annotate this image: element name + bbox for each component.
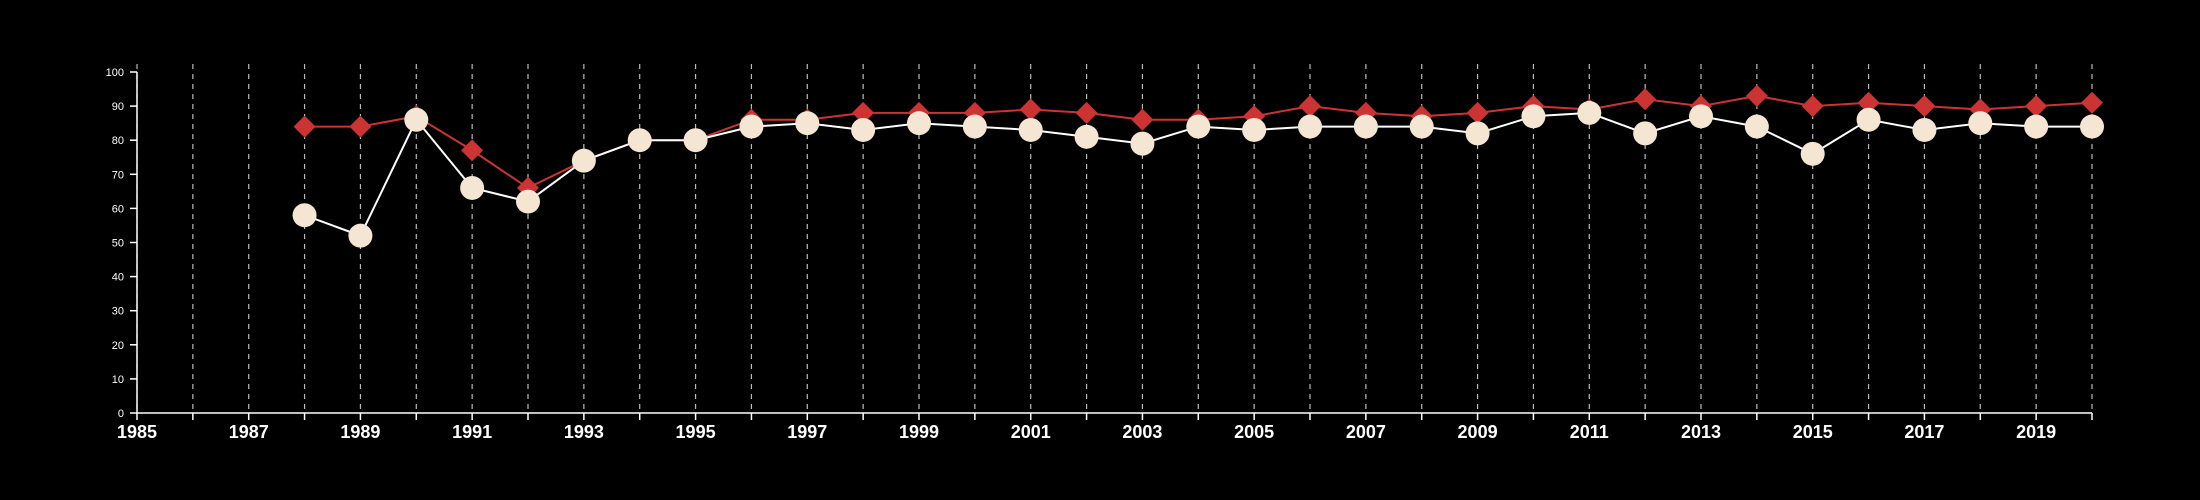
series-0-point-2020 bbox=[2081, 91, 2103, 114]
series-0-point-2016 bbox=[1857, 91, 1880, 114]
series-0-point-1998 bbox=[852, 101, 875, 124]
series-1-point-1993 bbox=[571, 148, 596, 173]
series-0-point-2003 bbox=[1131, 108, 1154, 131]
series-1-point-1998 bbox=[851, 117, 876, 142]
y-tick-label-40: 40 bbox=[112, 272, 124, 284]
series-0-point-2019 bbox=[2025, 95, 2048, 118]
series-1-point-2002 bbox=[1074, 124, 1099, 149]
x-tick-label-1985: 1985 bbox=[117, 422, 157, 442]
series-0-point-2017 bbox=[1913, 95, 1936, 118]
series-1-point-2014 bbox=[1744, 114, 1769, 139]
x-tick-label-1995: 1995 bbox=[676, 422, 716, 442]
y-tick-label-90: 90 bbox=[112, 101, 124, 113]
y-tick-label-50: 50 bbox=[112, 238, 124, 250]
series-1-point-1997 bbox=[795, 111, 820, 136]
series-1-point-2007 bbox=[1353, 114, 1378, 139]
series-1-point-2017 bbox=[1912, 117, 1937, 142]
series-1-point-1988 bbox=[292, 203, 317, 228]
series-0-point-1991 bbox=[461, 139, 484, 162]
x-tick-label-1989: 1989 bbox=[340, 422, 380, 442]
axes: 0 10 20 30 40 50 60 70 80 90 100 1985 1987 1989 1991 19… bbox=[106, 67, 2093, 442]
x-tick-label-1987: 1987 bbox=[229, 422, 269, 442]
series-1-point-2005 bbox=[1242, 117, 1267, 142]
series-0-point-2002 bbox=[1075, 101, 1098, 124]
y-tick-label-10: 10 bbox=[112, 374, 124, 386]
series-0-point-1989 bbox=[349, 115, 372, 138]
y-tick-label-80: 80 bbox=[112, 135, 124, 147]
series-1-point-2001 bbox=[1018, 117, 1043, 142]
x-tick-label-2003: 2003 bbox=[1122, 422, 1162, 442]
series-1-point-1996 bbox=[739, 114, 764, 139]
series-1-point-2004 bbox=[1186, 114, 1211, 139]
series-0-point-2009 bbox=[1466, 101, 1489, 124]
series-1-point-1994 bbox=[627, 128, 652, 153]
series-1-point-2020 bbox=[2080, 114, 2104, 139]
x-tick-label-2017: 2017 bbox=[1904, 422, 1944, 442]
series-1-point-2019 bbox=[2024, 114, 2049, 139]
series-1-point-1995 bbox=[683, 128, 708, 153]
series-1-point-1990 bbox=[404, 107, 429, 132]
x-tick-label-2015: 2015 bbox=[1793, 422, 1833, 442]
series-1-point-2011 bbox=[1577, 100, 1602, 125]
series-1-point-2009 bbox=[1465, 121, 1490, 146]
series-1-point-1991 bbox=[460, 175, 485, 200]
series-1-point-2015 bbox=[1800, 141, 1825, 166]
x-tick-label-1991: 1991 bbox=[452, 422, 492, 442]
series-0-point-2012 bbox=[1634, 88, 1657, 111]
x-tick-label-2013: 2013 bbox=[1681, 422, 1721, 442]
x-tick-label-1993: 1993 bbox=[564, 422, 604, 442]
series-1-point-2016 bbox=[1856, 107, 1881, 132]
series-0-point-1988 bbox=[293, 115, 316, 138]
x-tick-label-2005: 2005 bbox=[1234, 422, 1274, 442]
series-1-point-2013 bbox=[1689, 104, 1713, 129]
y-tick-label-70: 70 bbox=[112, 169, 124, 181]
series-1-point-2000 bbox=[962, 114, 987, 139]
y-tick-label-20: 20 bbox=[112, 340, 124, 352]
series-1-point-2003 bbox=[1130, 131, 1155, 156]
series-1-point-2006 bbox=[1298, 114, 1322, 139]
x-tick-label-1997: 1997 bbox=[787, 422, 827, 442]
y-tick-label-30: 30 bbox=[112, 306, 124, 318]
x-tick-label-2009: 2009 bbox=[1458, 422, 1498, 442]
series-1-point-1992 bbox=[516, 189, 540, 214]
x-tick-label-2001: 2001 bbox=[1011, 422, 1051, 442]
series-0-point-2006 bbox=[1299, 95, 1321, 118]
x-tick-label-2007: 2007 bbox=[1346, 422, 1386, 442]
grid-lines bbox=[136, 64, 2093, 413]
series-1-point-2018 bbox=[1968, 111, 1993, 136]
series-markers bbox=[292, 84, 2104, 248]
y-tick-label-60: 60 bbox=[112, 203, 124, 215]
x-tick-label-1999: 1999 bbox=[899, 422, 939, 442]
series-1-point-2010 bbox=[1521, 104, 1546, 129]
y-tick-label-0: 0 bbox=[118, 408, 124, 420]
series-1-point-1999 bbox=[907, 111, 931, 136]
series-0-point-2001 bbox=[1019, 98, 1042, 121]
x-tick-label-2011: 2011 bbox=[1570, 422, 1609, 442]
y-tick-label-100: 100 bbox=[106, 67, 124, 79]
series-0-point-2014 bbox=[1745, 84, 1768, 107]
series-1-point-2008 bbox=[1409, 114, 1434, 139]
x-tick-label-2019: 2019 bbox=[2016, 422, 2056, 442]
series-1-point-2012 bbox=[1633, 121, 1658, 146]
series-1-point-1989 bbox=[348, 223, 373, 248]
series-0-point-2015 bbox=[1801, 95, 1824, 118]
